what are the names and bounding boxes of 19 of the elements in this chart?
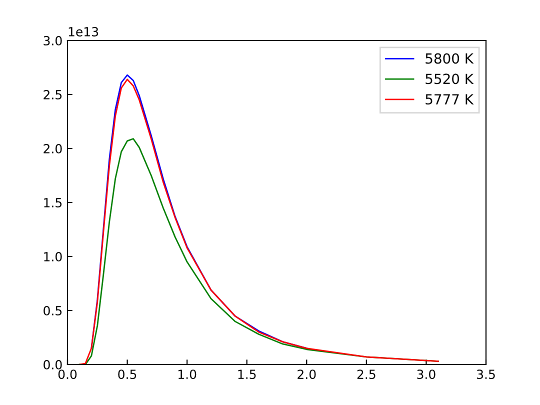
x-tick-label: 0.5 [118, 370, 136, 380]
legend-label: 5777 K [426, 94, 474, 105]
x-tick-label: 3.0 [417, 370, 436, 380]
legend-label: 5520 K [426, 74, 474, 84]
x-tick-label: 0.0 [58, 370, 77, 380]
x-tick-label: 2.0 [298, 370, 316, 380]
x-tick-label: 1.5 [238, 370, 256, 380]
y-tick-label: 3.0 [44, 36, 62, 46]
y-tick-label: 2.5 [44, 90, 62, 100]
y-tick-label: 1.5 [44, 198, 62, 208]
x-tick-label: 3.5 [477, 370, 495, 380]
text: 1e13 [68, 27, 98, 36]
legend-label: 5800 K [426, 53, 474, 64]
y-tick-label: 1.0 [44, 252, 62, 262]
y-tick-label: 0.5 [44, 306, 62, 316]
x-tick-label: 1.0 [178, 370, 196, 380]
y-tick-label: 2.0 [44, 144, 62, 154]
y-tick-label: 0.0 [44, 360, 62, 370]
x-tick-label: 2.5 [357, 370, 376, 380]
